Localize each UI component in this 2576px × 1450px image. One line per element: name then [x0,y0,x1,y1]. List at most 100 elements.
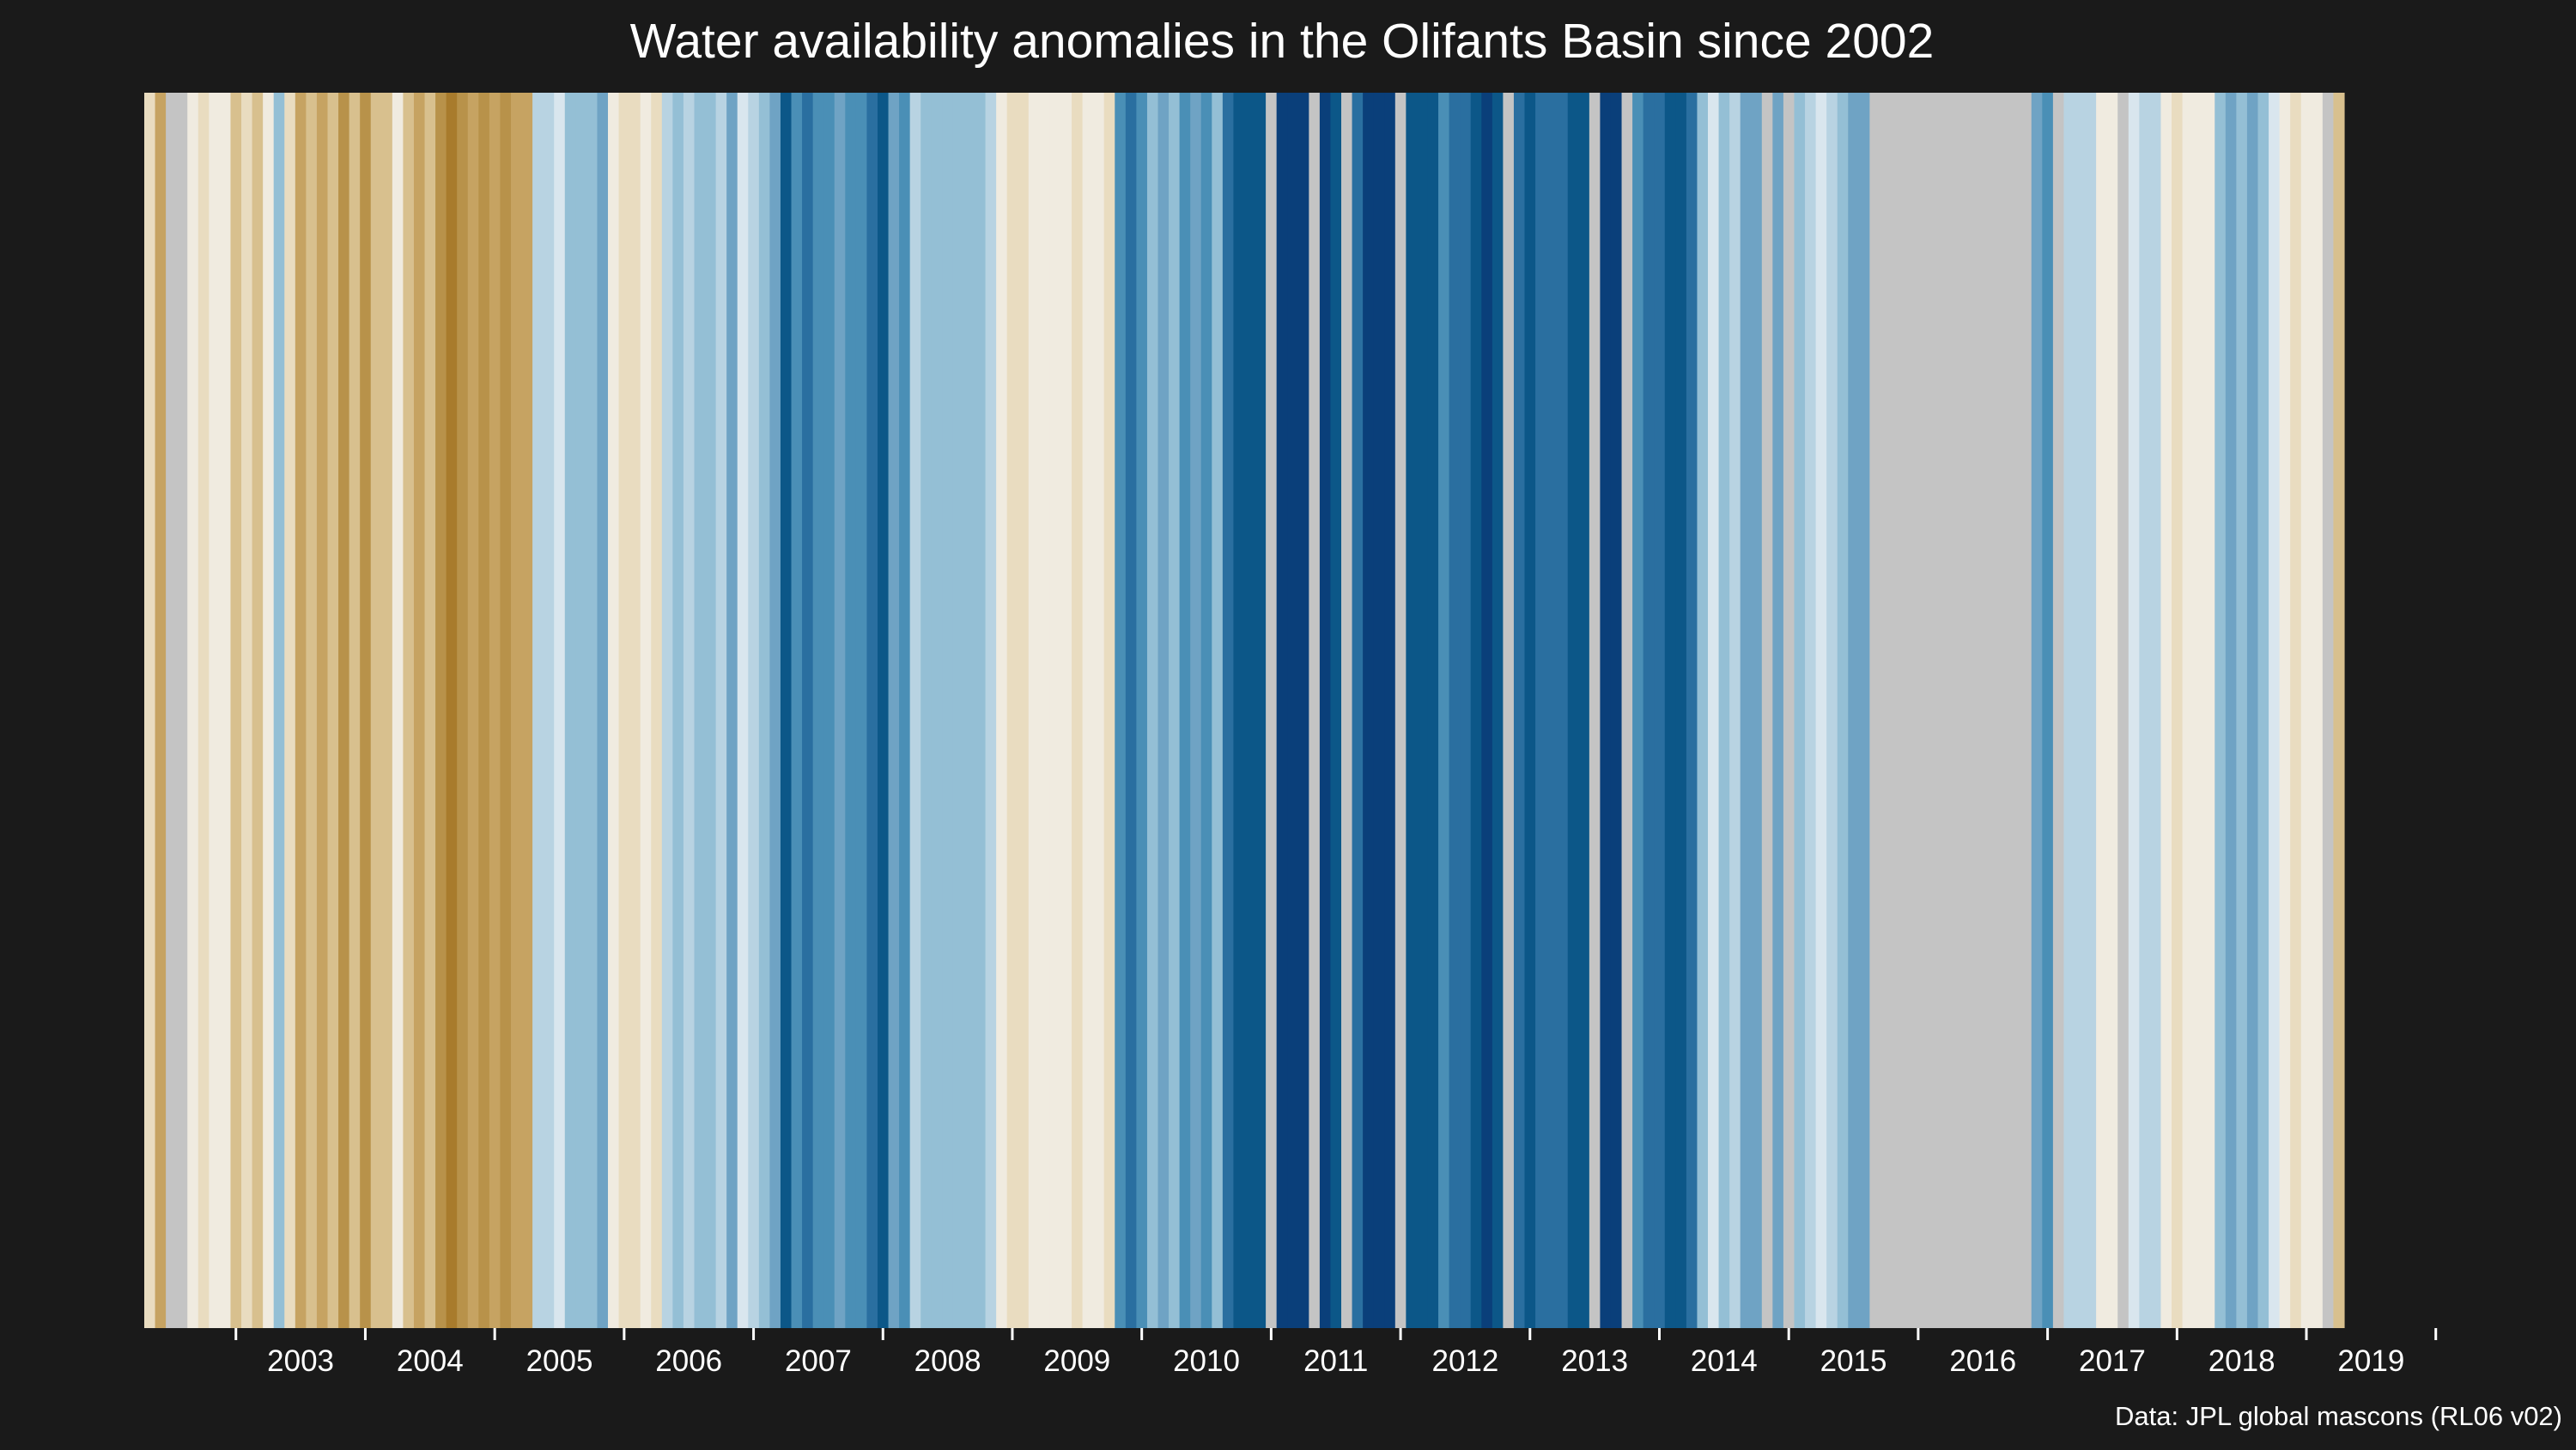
chart-title: Water availability anomalies in the Olif… [629,14,1935,69]
stripe [1157,93,1170,1328]
x-tick-label: 2015 [1820,1344,1887,1378]
stripe [1481,93,1493,1328]
stripe [1513,93,1526,1328]
stripe [1610,93,1623,1328]
stripe [661,93,673,1328]
stripe [2269,93,2281,1328]
stripe [500,93,512,1328]
stripe [457,93,469,1328]
stripe [1966,93,1978,1328]
stripe [197,93,210,1328]
stripe [1039,93,1051,1328]
stripe [2106,93,2118,1328]
stripe [2172,93,2184,1328]
stripe [155,93,167,1328]
stripe [1740,93,1752,1328]
x-tick-label: 2003 [267,1344,334,1378]
stripe [2300,93,2312,1328]
stripe [791,93,803,1328]
stripe [1567,93,1579,1328]
stripe [1923,93,1935,1328]
stripe [219,93,232,1328]
stripe [1643,93,1655,1328]
stripe [1815,93,1827,1328]
stripe [2139,93,2151,1328]
stripe [2312,93,2324,1328]
stripe [780,93,793,1328]
stripe [1179,93,1191,1328]
stripe [931,93,943,1328]
stripe [349,93,361,1328]
stripe [2085,93,2097,1328]
stripe [1072,93,1084,1328]
stripe [608,93,620,1328]
stripe [2215,93,2227,1328]
stripe [1416,93,1429,1328]
x-axis: 2003 2004 2005 2006 2007 2008 2009 2010 2011 2012… [234,1328,2438,1378]
stripe [511,93,523,1328]
stripe [597,93,609,1328]
stripe [381,93,393,1328]
stripe [2117,93,2129,1328]
stripe [306,93,318,1328]
stripe [812,93,824,1328]
stripe [1945,93,1957,1328]
stripe [996,93,1008,1328]
stripe [963,93,975,1328]
stripe [338,93,350,1328]
stripe [1621,93,1633,1328]
stripe [2333,93,2345,1328]
x-tick-label: 2011 [1303,1344,1368,1378]
stripe [521,93,533,1328]
stripe [1093,93,1105,1328]
stripe [413,93,426,1328]
stripe [1136,93,1148,1328]
stripe [263,93,275,1328]
stripe [715,93,727,1328]
stripe [2225,93,2237,1328]
stripe [899,93,911,1328]
stripe [1912,93,1924,1328]
stripe [1955,93,1968,1328]
stripe [273,93,285,1328]
stripe [209,93,221,1328]
x-tick-label: 2013 [1561,1344,1628,1378]
stripe [1589,93,1601,1328]
stripe [629,93,641,1328]
stripe [2009,93,2021,1328]
stripe [1934,93,1946,1328]
stripe [424,93,436,1328]
stripe [2322,93,2335,1328]
stripe [909,93,921,1328]
stripe [1697,93,1709,1328]
stripe [2031,93,2043,1328]
stripe [1384,93,1396,1328]
stripe [2246,93,2259,1328]
stripe [1287,93,1299,1328]
stripe [985,93,997,1328]
stripes-group [144,93,2345,1328]
stripe [1297,93,1309,1328]
stripe [1805,93,1817,1328]
stripe [1891,93,1903,1328]
stripe [1470,93,1482,1328]
stripe [284,93,296,1328]
stripe [1686,93,1698,1328]
stripe [2290,93,2302,1328]
stripe [1276,93,1288,1328]
x-tick-label: 2009 [1043,1344,1110,1378]
stripe [845,93,857,1328]
stripe [230,93,242,1328]
stripe [683,93,696,1328]
stripe [952,93,965,1328]
stripe [360,93,372,1328]
stripe [2128,93,2140,1328]
stripe [241,93,253,1328]
stripe [1212,93,1224,1328]
stripe [403,93,415,1328]
stripe [1427,93,1439,1328]
stripe [252,93,264,1328]
stripe [1654,93,1666,1328]
x-tick-label: 2008 [914,1344,981,1378]
stripe [2063,93,2075,1328]
